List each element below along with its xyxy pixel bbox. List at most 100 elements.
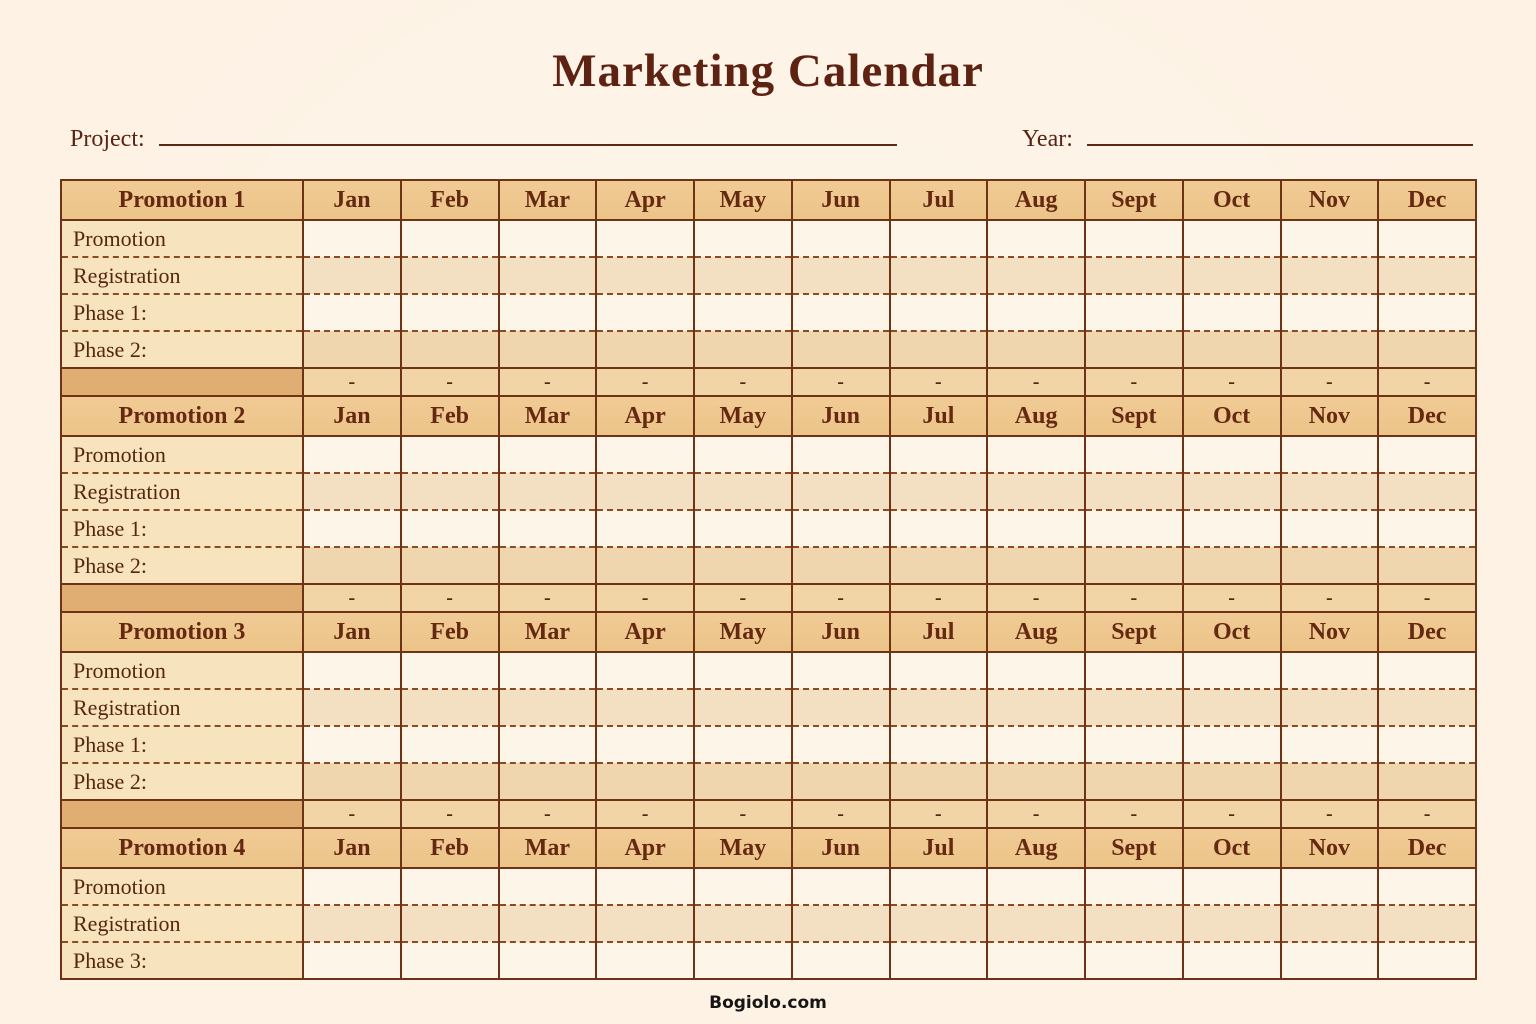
calendar-cell (888, 256, 989, 294)
separator-dash-cell: - (888, 799, 989, 829)
calendar-cell (790, 436, 891, 473)
calendar-cell (595, 725, 695, 763)
table-row: Promotion (60, 436, 1477, 473)
calendar-cell (693, 330, 793, 368)
month-header: May (693, 395, 793, 437)
calendar-cell (595, 472, 695, 510)
month-header: May (693, 827, 793, 869)
calendar-cell (1181, 546, 1282, 584)
calendar-cell (1181, 868, 1282, 905)
row-label: Phase 1: (60, 725, 304, 763)
row-label: Registration (60, 256, 304, 294)
calendar-cell (888, 868, 989, 905)
calendar-cell (1181, 293, 1282, 331)
row-label: Phase 2: (60, 330, 304, 368)
calendar-cell (1181, 762, 1282, 800)
calendar-cell (790, 472, 891, 510)
calendar-cell (986, 293, 1086, 331)
separator-dash-cell: - (1377, 367, 1477, 397)
month-header: Mar (497, 179, 598, 221)
row-label: Registration (60, 472, 304, 510)
calendar-cell (1279, 904, 1380, 942)
row-label: Phase 1: (60, 293, 304, 331)
calendar-cell (888, 904, 989, 942)
section-title: Promotion 3 (60, 611, 304, 653)
marketing-calendar-table: Promotion 1 Jan Feb Mar Apr May Jun Jul Aug Sept O… (60, 179, 1477, 980)
month-header: Aug (986, 179, 1086, 221)
calendar-cell (693, 293, 793, 331)
row-label: Phase 3: (60, 941, 304, 979)
separator-dash-cell: - (790, 367, 891, 397)
calendar-cell (302, 256, 402, 294)
table-row: Registration (60, 904, 1477, 942)
calendar-cell (399, 546, 500, 584)
calendar-cell (1279, 941, 1380, 979)
calendar-cell (1181, 652, 1282, 689)
separator-dash-cell: - (986, 367, 1086, 397)
calendar-cell (986, 330, 1086, 368)
calendar-cell (399, 220, 500, 257)
separator-dash-cell: - (1377, 583, 1477, 613)
calendar-cell (399, 725, 500, 763)
calendar-cell (302, 762, 402, 800)
calendar-cell (986, 904, 1086, 942)
calendar-cell (595, 256, 695, 294)
calendar-cell (1279, 652, 1380, 689)
calendar-cell (1181, 941, 1282, 979)
month-header: Nov (1279, 611, 1380, 653)
year-label: Year: (1022, 126, 1073, 152)
calendar-cell (1084, 256, 1184, 294)
month-header: Feb (399, 179, 500, 221)
calendar-cell (1279, 256, 1380, 294)
month-header: Jan (302, 611, 402, 653)
calendar-cell (497, 256, 598, 294)
calendar-cell (302, 904, 402, 942)
separator-dash-cell: - (1181, 799, 1282, 829)
month-header: Jul (888, 611, 989, 653)
month-header: Oct (1181, 179, 1282, 221)
calendar-cell (302, 688, 402, 726)
calendar-cell (693, 256, 793, 294)
month-header: Sept (1084, 179, 1184, 221)
calendar-cell (1279, 220, 1380, 257)
table-row: Phase 2: (60, 330, 1477, 368)
calendar-cell (1181, 436, 1282, 473)
calendar-cell (497, 220, 598, 257)
calendar-cell (790, 941, 891, 979)
month-header: Aug (986, 827, 1086, 869)
calendar-cell (302, 941, 402, 979)
month-header: Sept (1084, 395, 1184, 437)
calendar-cell (497, 436, 598, 473)
calendar-cell (1084, 220, 1184, 257)
calendar-cell (693, 904, 793, 942)
section-header-row: Promotion 2 Jan Feb Mar Apr May Jun Jul Aug Sept O… (60, 395, 1477, 437)
calendar-cell (986, 868, 1086, 905)
calendar-cell (1084, 941, 1184, 979)
calendar-cell (1084, 762, 1184, 800)
calendar-cell (1279, 472, 1380, 510)
calendar-cell (302, 293, 402, 331)
year-input-line[interactable] (1086, 120, 1473, 146)
calendar-cell (497, 904, 598, 942)
separator-dash-cell: - (693, 367, 793, 397)
calendar-cell (595, 652, 695, 689)
calendar-cell (595, 293, 695, 331)
calendar-cell (986, 725, 1086, 763)
calendar-cell (1377, 941, 1477, 979)
calendar-cell (790, 904, 891, 942)
calendar-cell (888, 546, 989, 584)
section-header-row: Promotion 4 Jan Feb Mar Apr May Jun Jul Aug Sept O… (60, 827, 1477, 869)
calendar-cell (1377, 293, 1477, 331)
calendar-cell (986, 220, 1086, 257)
calendar-cell (986, 762, 1086, 800)
project-input-line[interactable] (158, 120, 897, 146)
month-header: Nov (1279, 395, 1380, 437)
separator-dash-cell: - (790, 799, 891, 829)
calendar-cell (302, 509, 402, 547)
row-label: Registration (60, 688, 304, 726)
calendar-cell (497, 725, 598, 763)
calendar-cell (1377, 688, 1477, 726)
calendar-cell (888, 652, 989, 689)
calendar-cell (986, 688, 1086, 726)
row-label: Promotion (60, 868, 304, 905)
